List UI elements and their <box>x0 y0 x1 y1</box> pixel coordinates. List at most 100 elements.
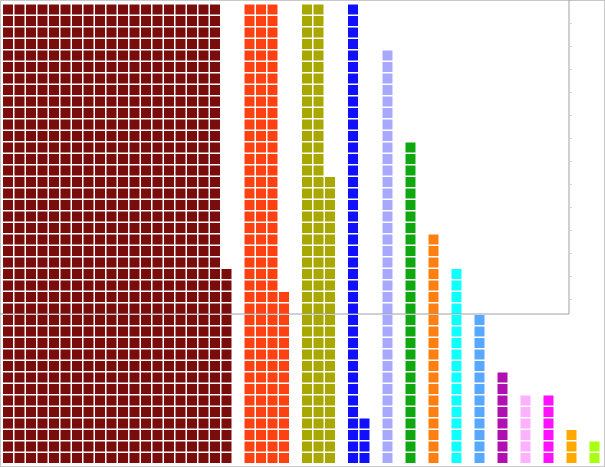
waffle-cell <box>26 453 36 463</box>
waffle-cell <box>49 188 59 199</box>
waffle-cell <box>198 372 209 383</box>
waffle-cell <box>3 430 13 440</box>
waffle-cell <box>187 303 197 314</box>
waffle-cell <box>106 315 117 325</box>
waffle-cell <box>359 453 370 463</box>
waffle-cell <box>302 211 312 222</box>
waffle-cell <box>14 62 25 72</box>
waffle-cell <box>187 361 197 371</box>
waffle-cell <box>129 119 140 130</box>
waffle-cell <box>37 407 48 417</box>
waffle-cell <box>256 119 266 130</box>
waffle-cell <box>244 50 255 61</box>
waffle-cell <box>325 395 335 406</box>
waffle-cell <box>106 246 117 256</box>
waffle-cell <box>382 85 393 95</box>
waffle-cell <box>83 154 94 164</box>
waffle-cell <box>244 453 255 463</box>
waffle-cell <box>164 96 174 107</box>
waffle-cell <box>60 73 71 84</box>
waffle-cell <box>198 4 209 15</box>
waffle-cell <box>14 349 25 360</box>
waffle-cell <box>95 96 105 107</box>
waffle-cell <box>244 349 255 360</box>
waffle-cell <box>164 177 174 187</box>
waffle-cell <box>244 154 255 164</box>
waffle-cell <box>14 188 25 199</box>
waffle-cell <box>348 108 358 118</box>
waffle-cell <box>382 280 393 291</box>
waffle-cell <box>14 119 25 130</box>
waffle-cell <box>106 338 117 348</box>
waffle-cell <box>187 16 197 26</box>
waffle-cell <box>210 246 220 256</box>
waffle-cell <box>49 154 59 164</box>
waffle-cell <box>244 211 255 222</box>
waffle-cell <box>60 131 71 141</box>
waffle-cell <box>14 85 25 95</box>
waffle-cell <box>152 188 163 199</box>
waffle-cell <box>267 269 278 279</box>
waffle-cell <box>175 39 186 49</box>
waffle-cell <box>520 430 531 440</box>
waffle-cell <box>210 211 220 222</box>
waffle-cell <box>60 50 71 61</box>
waffle-cell <box>3 142 13 153</box>
waffle-cell <box>141 165 151 176</box>
waffle-cell <box>141 361 151 371</box>
waffle-cell <box>313 453 324 463</box>
waffle-cell <box>267 246 278 256</box>
waffle-cell <box>267 211 278 222</box>
waffle-cell <box>279 326 289 337</box>
waffle-cell <box>175 234 186 245</box>
waffle-cell <box>106 165 117 176</box>
waffle-cell <box>118 453 128 463</box>
waffle-cell <box>256 418 266 429</box>
waffle-cell <box>26 315 36 325</box>
waffle-cell <box>198 280 209 291</box>
waffle-cell <box>83 315 94 325</box>
waffle-cell <box>95 154 105 164</box>
waffle-cell <box>256 453 266 463</box>
waffle-cell <box>267 361 278 371</box>
waffle-cell <box>164 315 174 325</box>
waffle-cell <box>72 361 82 371</box>
waffle-cell <box>37 85 48 95</box>
waffle-cell <box>106 361 117 371</box>
waffle-cell <box>37 246 48 256</box>
waffle-cell <box>152 441 163 452</box>
waffle-cell <box>37 395 48 406</box>
waffle-cell <box>152 131 163 141</box>
waffle-cell <box>3 119 13 130</box>
waffle-cell <box>267 395 278 406</box>
waffle-cell <box>95 349 105 360</box>
waffle-cell <box>428 361 439 371</box>
waffle-cell <box>26 73 36 84</box>
waffle-cell <box>164 188 174 199</box>
waffle-cell <box>267 108 278 118</box>
waffle-cell <box>210 315 220 325</box>
waffle-cell <box>3 73 13 84</box>
waffle-cell <box>256 142 266 153</box>
waffle-cell <box>118 165 128 176</box>
waffle-cell <box>279 395 289 406</box>
waffle-cell <box>244 326 255 337</box>
waffle-cell <box>302 257 312 268</box>
waffle-cell <box>543 441 554 452</box>
waffle-cell <box>72 395 82 406</box>
waffle-cell <box>313 430 324 440</box>
waffle-cell <box>26 257 36 268</box>
waffle-cell <box>37 16 48 26</box>
waffle-cell <box>348 338 358 348</box>
waffle-cell <box>428 430 439 440</box>
waffle-cell <box>313 154 324 164</box>
waffle-cell <box>405 384 416 394</box>
waffle-cell <box>175 418 186 429</box>
waffle-cell <box>118 372 128 383</box>
waffle-cell <box>83 142 94 153</box>
waffle-cell <box>359 441 370 452</box>
waffle-cell <box>313 418 324 429</box>
waffle-cell <box>313 211 324 222</box>
waffle-cell <box>72 211 82 222</box>
waffle-cell <box>141 453 151 463</box>
